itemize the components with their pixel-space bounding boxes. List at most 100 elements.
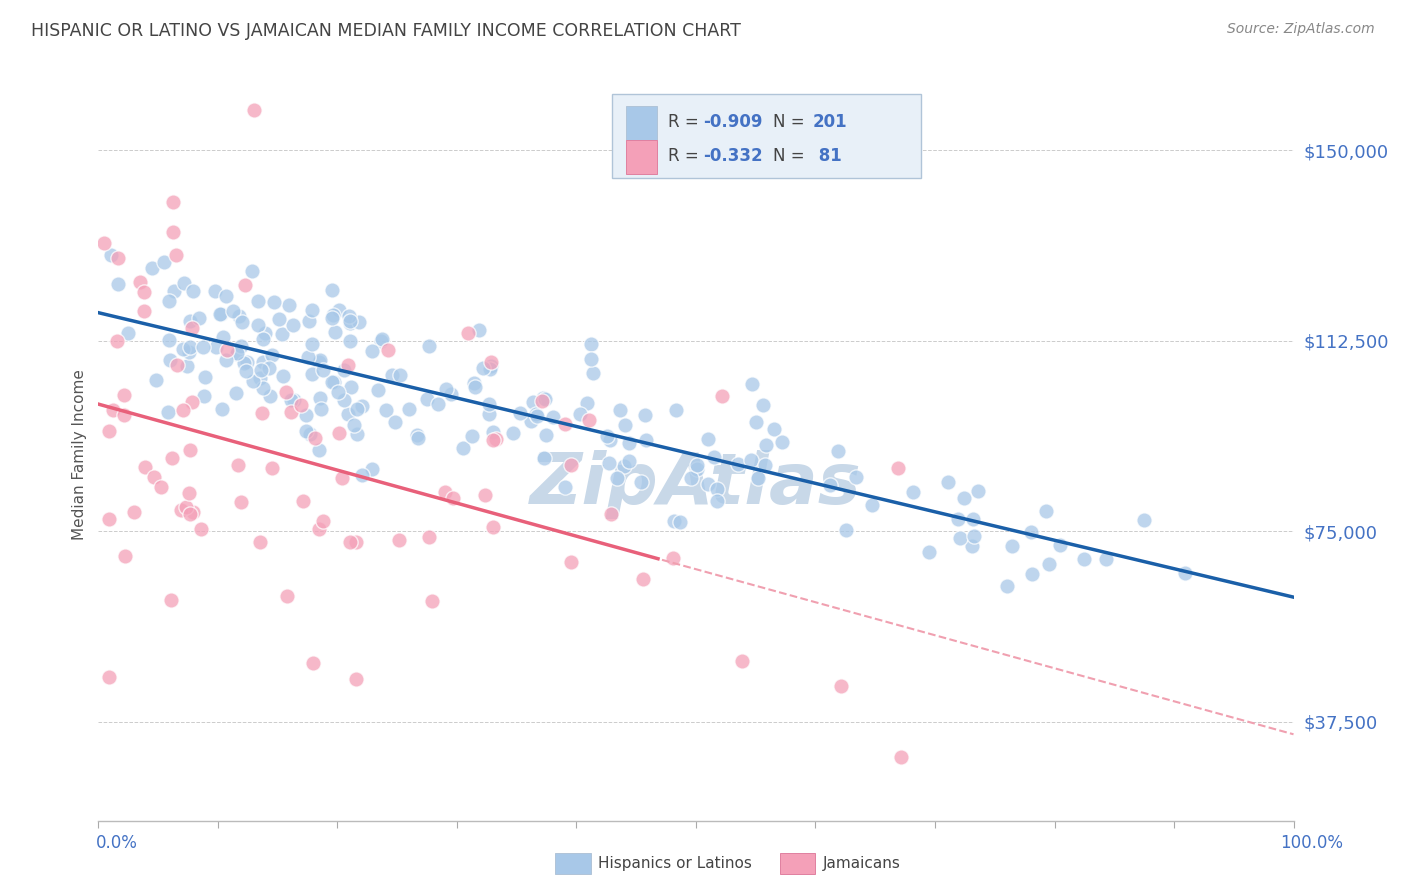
Point <box>177 345 200 359</box>
Point <box>995 580 1018 594</box>
Point <box>952 491 974 505</box>
Point <box>165 248 187 262</box>
Point <box>463 376 485 390</box>
Point <box>741 377 763 392</box>
Point <box>606 470 628 484</box>
Point <box>159 352 181 367</box>
Point <box>332 470 354 484</box>
Point <box>211 401 233 416</box>
Point <box>98 670 121 684</box>
Text: 81: 81 <box>813 147 841 165</box>
Point <box>312 514 335 528</box>
Point <box>249 371 271 385</box>
Point <box>231 314 253 328</box>
Point <box>262 348 284 362</box>
Point <box>478 407 501 421</box>
Point <box>179 507 201 521</box>
Point <box>295 424 318 438</box>
Point <box>949 531 972 545</box>
Point <box>190 522 212 536</box>
Point <box>141 261 163 276</box>
Point <box>696 476 718 491</box>
Point <box>1133 513 1156 527</box>
Point <box>600 507 623 521</box>
Point <box>686 458 709 472</box>
Point <box>252 355 274 369</box>
Point <box>166 358 188 372</box>
Point <box>381 368 404 383</box>
Point <box>101 402 124 417</box>
Point <box>686 462 709 476</box>
Point <box>903 485 925 500</box>
Point <box>301 337 323 351</box>
Text: -0.332: -0.332 <box>703 147 762 165</box>
Point <box>575 396 598 410</box>
Point <box>827 444 849 458</box>
Point <box>711 389 734 403</box>
Point <box>246 318 269 333</box>
Point <box>560 556 582 570</box>
Point <box>731 654 754 668</box>
Point <box>301 368 323 382</box>
Point <box>633 572 655 586</box>
Point <box>259 389 281 403</box>
Point <box>252 381 274 395</box>
Point <box>339 380 361 394</box>
Point <box>479 359 502 373</box>
Point <box>215 343 238 358</box>
Point <box>222 303 245 318</box>
Point <box>534 392 557 406</box>
Point <box>142 469 165 483</box>
Text: HISPANIC OR LATINO VS JAMAICAN MEDIAN FAMILY INCOME CORRELATION CHART: HISPANIC OR LATINO VS JAMAICAN MEDIAN FA… <box>31 22 741 40</box>
Point <box>277 298 299 312</box>
Point <box>541 409 564 424</box>
Point <box>887 460 910 475</box>
Point <box>418 339 440 353</box>
Point <box>194 369 217 384</box>
Point <box>333 363 356 377</box>
Point <box>835 523 858 537</box>
Point <box>174 500 197 514</box>
Text: Hispanics or Latinos: Hispanics or Latinos <box>598 856 751 871</box>
Point <box>339 334 361 349</box>
Point <box>172 403 194 417</box>
Point <box>276 590 298 604</box>
Point <box>295 408 318 422</box>
Point <box>309 353 332 368</box>
Point <box>162 195 184 210</box>
Point <box>226 458 249 472</box>
Point <box>337 310 360 324</box>
Point <box>706 482 728 496</box>
Point <box>522 394 544 409</box>
Point <box>830 679 852 693</box>
Point <box>485 432 508 446</box>
Point <box>1173 566 1195 580</box>
Point <box>179 443 201 458</box>
Point <box>181 321 204 335</box>
Point <box>967 483 990 498</box>
Point <box>377 343 399 358</box>
Point <box>457 326 479 340</box>
Point <box>283 393 305 408</box>
Point <box>420 593 443 607</box>
Point <box>321 283 343 297</box>
Point <box>242 374 264 388</box>
Point <box>560 458 582 473</box>
Point <box>132 304 155 318</box>
Point <box>97 512 120 526</box>
Point <box>762 422 785 436</box>
Point <box>157 293 180 308</box>
Point <box>367 383 389 397</box>
Point <box>172 342 194 356</box>
Point <box>249 535 271 549</box>
Text: N =: N = <box>773 147 810 165</box>
Point <box>170 503 193 517</box>
Point <box>346 427 368 442</box>
Point <box>304 431 326 445</box>
Point <box>204 285 226 299</box>
Point <box>460 428 482 442</box>
Point <box>681 471 703 485</box>
Text: N =: N = <box>773 113 810 131</box>
Point <box>740 453 762 467</box>
Point <box>328 302 350 317</box>
